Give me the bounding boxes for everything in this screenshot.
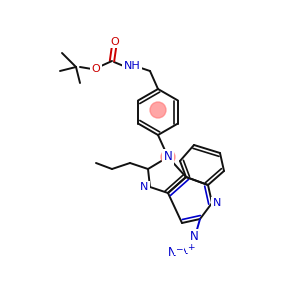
Text: N: N <box>140 182 148 192</box>
Text: −: − <box>175 244 183 253</box>
Text: N: N <box>164 151 172 164</box>
Text: O: O <box>92 64 100 74</box>
Text: N: N <box>168 247 176 260</box>
Text: N: N <box>213 198 221 208</box>
Circle shape <box>161 150 175 164</box>
Text: NH: NH <box>124 61 140 71</box>
Text: N: N <box>180 244 188 257</box>
Circle shape <box>150 102 166 118</box>
Text: O: O <box>111 37 119 47</box>
Text: +: + <box>187 242 195 251</box>
Text: N: N <box>190 230 198 244</box>
